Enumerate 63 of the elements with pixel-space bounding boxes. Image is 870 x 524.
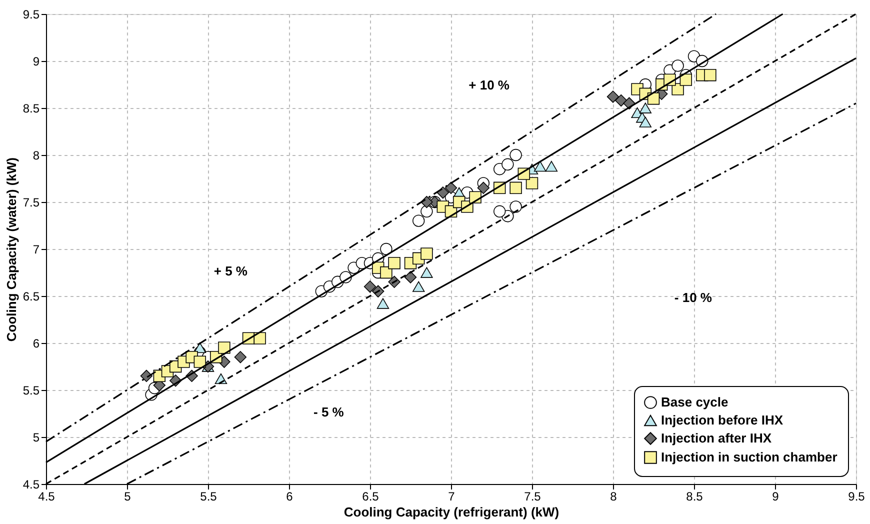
annotation: - 10 % [674, 290, 712, 305]
y-axis-title: Cooling Capacity (water) (kW) [4, 157, 19, 342]
annotation: - 5 % [314, 404, 344, 420]
point [380, 266, 392, 279]
point [254, 332, 266, 344]
y-tick-label: 5.5 [22, 384, 40, 398]
point [639, 116, 652, 128]
legend-label: Injection after IHX [661, 430, 772, 446]
x-tick-label: 6 [286, 490, 294, 504]
point [376, 298, 390, 309]
point [545, 160, 558, 172]
y-tick-label: 6.5 [22, 290, 40, 304]
x-tick-label: 7.5 [524, 490, 542, 504]
point [477, 182, 490, 194]
y-tick-label: 6 [32, 336, 40, 350]
point [672, 60, 684, 72]
point [234, 351, 246, 364]
y-tick-label: 9 [32, 54, 40, 68]
point [615, 94, 628, 107]
point [404, 271, 417, 284]
point [218, 342, 230, 354]
y-tick-label: 7 [32, 242, 40, 256]
y-tick-label: 8.5 [22, 102, 40, 116]
point [444, 182, 458, 194]
point [639, 102, 652, 114]
x-tick-label: 7 [448, 490, 456, 504]
annotation: + 5 % [214, 264, 248, 279]
legend-label: Injection before IHX [661, 412, 784, 428]
x-tick-label: 5.5 [200, 490, 218, 504]
point [510, 200, 522, 213]
point [420, 267, 433, 278]
point [194, 356, 206, 368]
y-tick-label: 7.5 [22, 196, 40, 210]
point [380, 242, 392, 256]
x-tick-label: 8.5 [686, 490, 704, 504]
point [534, 160, 546, 172]
x-tick-label: 8 [610, 490, 618, 504]
x-axis-title: Cooling Capacity (refrigerant) (kW) [344, 504, 560, 520]
point [502, 158, 514, 170]
point [388, 257, 400, 270]
y-tick-label: 4.5 [22, 478, 40, 492]
x-tick-label: 5 [124, 490, 132, 504]
point [494, 205, 506, 218]
legend-label: Injection in suction chamber [661, 450, 838, 464]
point [606, 90, 620, 103]
point [412, 281, 425, 292]
point [420, 248, 433, 260]
point [412, 214, 425, 227]
annotation: + 10 % [468, 77, 510, 92]
point [704, 69, 716, 82]
point [510, 148, 522, 162]
x-tick-label: 9.5 [848, 490, 866, 504]
legend-label: Base cycle [661, 394, 728, 410]
point [364, 280, 376, 293]
x-tick-label: 6.5 [362, 490, 380, 504]
y-tick-label: 5 [32, 430, 40, 444]
y-tick-label: 8 [32, 148, 40, 162]
x-tick-label: 9 [772, 490, 780, 504]
point [510, 182, 522, 194]
y-tick-label: 9.5 [22, 8, 40, 22]
point [526, 177, 538, 190]
point [680, 74, 692, 86]
point [420, 205, 433, 218]
